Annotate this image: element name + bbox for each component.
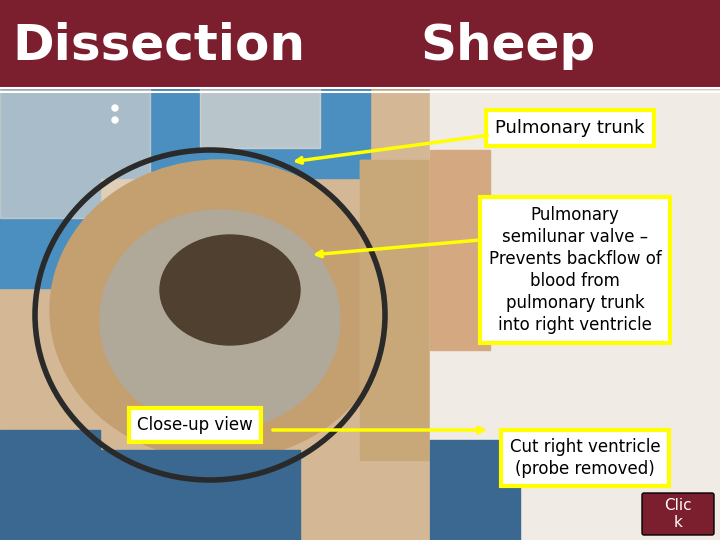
Bar <box>360 160 450 460</box>
Text: Close-up view: Close-up view <box>137 416 253 434</box>
Bar <box>0 0 720 88</box>
Bar <box>0 88 100 288</box>
Bar <box>430 88 720 540</box>
Circle shape <box>112 117 118 123</box>
FancyBboxPatch shape <box>642 493 714 535</box>
Bar <box>360 160 560 460</box>
Ellipse shape <box>50 160 390 460</box>
Circle shape <box>112 105 118 111</box>
Text: Pulmonary trunk: Pulmonary trunk <box>495 119 644 137</box>
Bar <box>0 88 370 178</box>
Ellipse shape <box>160 235 300 345</box>
Bar <box>0 450 300 540</box>
Bar <box>0 430 100 540</box>
Text: Clic
k: Clic k <box>664 498 692 530</box>
Bar <box>430 440 520 540</box>
Text: Cut right ventricle
(probe removed): Cut right ventricle (probe removed) <box>510 438 660 478</box>
Bar <box>0 88 720 540</box>
Text: Pulmonary
semilunar valve –
Prevents backflow of
blood from
pulmonary trunk
into: Pulmonary semilunar valve – Prevents bac… <box>489 206 662 334</box>
Bar <box>0 88 150 218</box>
Text: Sheep: Sheep <box>420 22 595 70</box>
Bar <box>430 150 490 350</box>
Text: Dissection: Dissection <box>12 22 305 70</box>
Bar <box>200 88 320 148</box>
Ellipse shape <box>100 210 340 430</box>
